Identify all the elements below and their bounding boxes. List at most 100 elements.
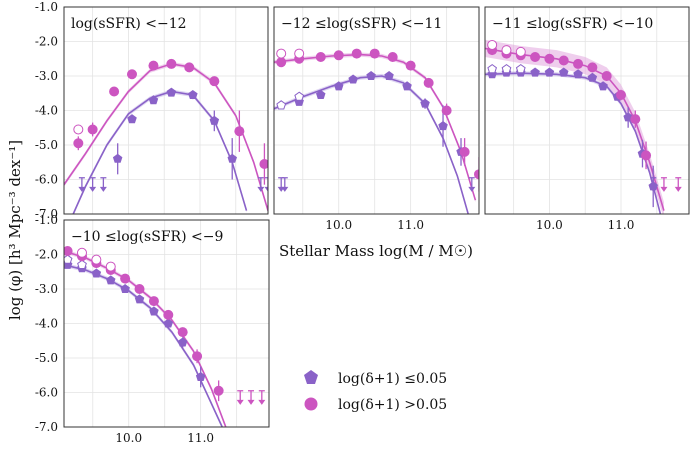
y-tick-label: -5.0: [35, 351, 58, 365]
data-point-low: [438, 121, 448, 131]
data-point-high: [109, 86, 120, 97]
data-point-low: [209, 115, 220, 125]
y-tick-label: -3.0: [35, 282, 58, 296]
panel-content: [64, 58, 268, 214]
data-point-high: [544, 53, 555, 64]
panel-3: −11 ≤log(sSFR) <−10 10.0 11.0: [484, 6, 690, 232]
data-point-high: [587, 62, 598, 73]
data-point-high: [369, 48, 380, 59]
data-point-high: [213, 385, 224, 396]
data-point-high: [315, 52, 326, 63]
panel-frame: [273, 6, 480, 215]
data-point-low: [112, 153, 123, 163]
open-point-low: [501, 63, 512, 74]
open-point-high: [515, 46, 526, 57]
data-point-low: [134, 294, 145, 304]
data-point-low: [163, 318, 174, 328]
upper-limit-arrow-high: [660, 186, 668, 192]
fit-line-low: [274, 75, 469, 214]
x-axis-label: Stellar Mass log(M / M☉): [279, 242, 473, 260]
data-point-low: [148, 95, 159, 105]
data-point-low: [127, 114, 137, 124]
y-tick-label: -3.0: [35, 69, 58, 83]
data-point-low: [544, 67, 555, 77]
data-point-low: [188, 90, 198, 99]
upper-limit-arrow-low: [649, 186, 657, 192]
open-point-low: [487, 63, 497, 74]
x-tick-label: 10.0: [115, 431, 142, 445]
data-point-high: [184, 62, 195, 73]
data-point-low: [316, 90, 326, 99]
panel-title: log(sSFR) <−12: [71, 16, 187, 32]
data-point-low: [149, 306, 159, 316]
data-point-high: [148, 60, 159, 71]
data-point-high: [163, 309, 174, 320]
panel-4: −10 ≤log(sSFR) <−9 -1.0 -2.0 -3.0 -4.0 -5.0 -6…: [35, 213, 270, 445]
panel-content: [64, 246, 266, 427]
data-point-low: [420, 98, 430, 108]
upper-limit-arrow-low: [257, 186, 265, 192]
data-point-high: [351, 48, 362, 59]
open-point-high: [105, 261, 116, 272]
legend-marker-high: [304, 397, 318, 411]
legend-label-high: log(δ+1) >0.05: [338, 397, 447, 413]
panel-content: [274, 48, 479, 214]
data-point-high: [134, 284, 145, 294]
data-point-low: [587, 72, 598, 82]
open-point-low: [515, 63, 526, 74]
panel-title: −12 ≤log(sSFR) <−11: [281, 16, 442, 32]
upper-limit-arrow-low: [468, 186, 476, 192]
data-point-high: [192, 351, 203, 362]
data-point-high: [630, 114, 641, 125]
data-point-high: [73, 138, 84, 149]
data-point-high: [423, 77, 434, 88]
data-point-high: [177, 327, 188, 338]
data-point-low: [91, 268, 102, 278]
data-point-low: [573, 69, 583, 79]
data-point-high: [259, 158, 268, 169]
data-point-high: [558, 55, 569, 66]
panel-2: −12 ≤log(sSFR) <−11 10.0 11.0: [273, 6, 480, 232]
open-point-low: [77, 259, 87, 269]
data-point-low: [402, 81, 412, 91]
upper-limit-arrow-high: [674, 186, 682, 192]
data-point-high: [441, 105, 452, 116]
y-tick-label: -5.0: [35, 138, 58, 152]
open-point-low: [276, 100, 287, 110]
data-point-low: [120, 284, 130, 293]
y-axis-label: log (φ) [h³ Mpc⁻³ dex⁻¹]: [6, 140, 24, 320]
panel-frame: [63, 219, 270, 428]
chart-panels: log(sSFR) <−12 -1.0 -2.0 -3.0 -4.0 -5.0 -6.0 -7…: [35, 0, 690, 445]
data-point-low: [166, 87, 177, 97]
upper-limit-arrow-low: [89, 186, 97, 192]
open-point-high: [76, 247, 87, 258]
legend-label-low: log(δ+1) ≤0.05: [338, 371, 447, 387]
data-point-high: [530, 52, 541, 63]
data-point-low: [366, 71, 376, 80]
data-point-high: [234, 126, 245, 137]
y-tick-label: -7.0: [35, 420, 58, 434]
data-point-low: [598, 81, 608, 91]
panel-content: [485, 39, 682, 214]
panel-frame: [63, 6, 269, 215]
y-tick-label: -6.0: [35, 173, 58, 187]
data-point-high: [459, 146, 470, 157]
x-tick-label: 10.0: [536, 218, 563, 232]
panel-title: −11 ≤log(sSFR) <−10: [492, 16, 653, 32]
upper-limit-arrow-high: [258, 399, 266, 405]
upper-limit-arrow-low: [78, 186, 86, 192]
axes-text-layer: log (φ) [h³ Mpc⁻³ dex⁻¹] Stellar Mass lo…: [6, 140, 473, 320]
y-tick-label: -4.0: [35, 317, 58, 331]
data-point-high: [276, 57, 287, 68]
y-tick-label: -6.0: [35, 386, 58, 400]
y-tick-label: -2.0: [35, 35, 58, 49]
open-point-high: [294, 48, 305, 59]
y-tick-label: -1.0: [35, 213, 58, 227]
y-tick-label: -1.0: [35, 0, 58, 14]
upper-limit-arrow-high: [236, 399, 244, 405]
data-point-high: [166, 58, 177, 69]
legend: log(δ+1) ≤0.05 log(δ+1) >0.05: [304, 370, 447, 413]
data-point-low: [348, 74, 358, 84]
data-point-high: [120, 273, 131, 284]
